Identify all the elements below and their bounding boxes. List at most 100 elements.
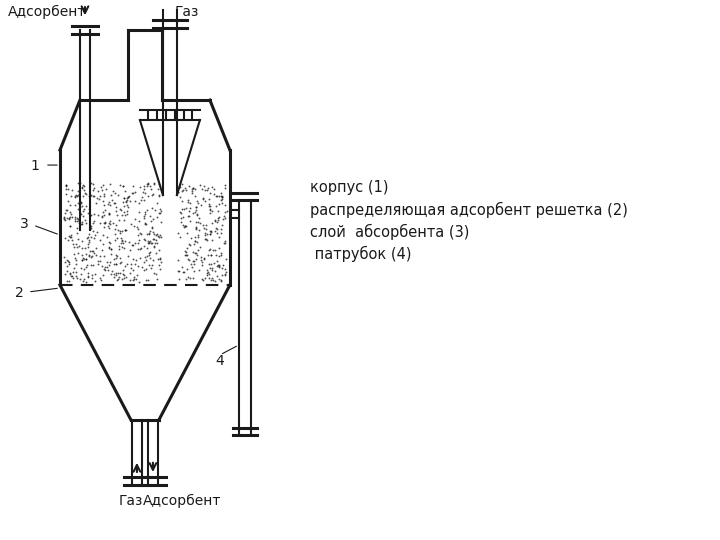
Point	[203, 251, 215, 259]
Point	[117, 266, 128, 275]
Point	[93, 259, 104, 268]
Point	[154, 205, 166, 213]
Point	[212, 213, 224, 222]
Point	[68, 240, 79, 249]
Point	[153, 261, 164, 270]
Point	[180, 204, 192, 212]
Point	[150, 248, 162, 257]
Point	[95, 183, 107, 191]
Point	[210, 192, 221, 200]
Point	[78, 205, 89, 213]
Point	[61, 262, 73, 271]
Point	[134, 229, 145, 238]
Point	[84, 230, 95, 238]
Point	[189, 233, 201, 241]
Point	[116, 239, 127, 247]
Point	[69, 215, 81, 224]
Point	[97, 231, 109, 239]
Point	[148, 243, 160, 252]
Point	[89, 217, 100, 225]
Point	[80, 254, 91, 263]
Point	[143, 238, 155, 246]
Point	[86, 271, 98, 280]
Point	[119, 201, 130, 210]
Point	[176, 187, 188, 195]
Point	[138, 266, 150, 274]
Point	[184, 204, 196, 212]
Point	[202, 268, 214, 276]
Point	[76, 218, 88, 227]
Point	[190, 225, 202, 233]
Point	[206, 236, 217, 245]
Point	[119, 211, 130, 220]
Point	[87, 192, 99, 200]
Point	[67, 236, 78, 245]
Point	[147, 228, 158, 237]
Point	[105, 245, 117, 253]
Point	[179, 268, 190, 276]
Point	[191, 202, 202, 211]
Point	[127, 189, 139, 198]
Point	[125, 260, 137, 268]
Point	[215, 195, 226, 204]
Point	[200, 220, 212, 229]
Point	[96, 261, 108, 270]
Point	[132, 222, 143, 231]
Point	[130, 275, 142, 284]
Point	[114, 268, 126, 277]
Point	[123, 238, 135, 246]
Point	[212, 260, 224, 269]
Point	[176, 205, 188, 213]
Point	[86, 191, 97, 199]
Point	[117, 238, 129, 247]
Point	[114, 205, 126, 214]
Point	[66, 272, 77, 281]
Point	[132, 238, 143, 247]
Point	[73, 217, 85, 225]
Point	[172, 256, 184, 265]
Point	[89, 277, 101, 286]
Point	[154, 255, 166, 264]
Point	[84, 191, 95, 200]
Point	[132, 231, 144, 239]
Point	[197, 195, 209, 204]
Point	[60, 180, 72, 189]
Point	[143, 251, 155, 259]
Point	[215, 192, 227, 200]
Point	[118, 244, 130, 252]
Point	[211, 272, 222, 280]
Point	[203, 260, 215, 269]
Point	[108, 199, 120, 207]
Point	[206, 273, 217, 282]
Point	[180, 185, 192, 194]
Point	[87, 185, 99, 194]
Point	[86, 211, 97, 219]
Point	[192, 210, 203, 218]
Point	[111, 234, 122, 242]
Point	[109, 199, 121, 207]
Point	[215, 228, 227, 237]
Point	[76, 210, 87, 219]
Point	[89, 270, 101, 279]
Point	[88, 219, 99, 227]
Point	[95, 192, 107, 200]
Point	[140, 207, 151, 216]
Point	[111, 252, 122, 261]
Point	[109, 206, 121, 215]
Point	[72, 179, 84, 187]
Point	[184, 241, 195, 249]
Point	[77, 220, 89, 229]
Point	[194, 265, 205, 274]
Point	[72, 274, 84, 283]
Point	[72, 235, 84, 244]
Point	[76, 198, 87, 206]
Point	[125, 264, 137, 273]
Point	[63, 276, 75, 285]
Point	[204, 244, 216, 253]
Point	[143, 179, 154, 188]
Point	[220, 180, 231, 189]
Point	[107, 267, 118, 276]
Point	[220, 255, 232, 264]
Point	[110, 268, 122, 277]
Point	[64, 270, 76, 279]
